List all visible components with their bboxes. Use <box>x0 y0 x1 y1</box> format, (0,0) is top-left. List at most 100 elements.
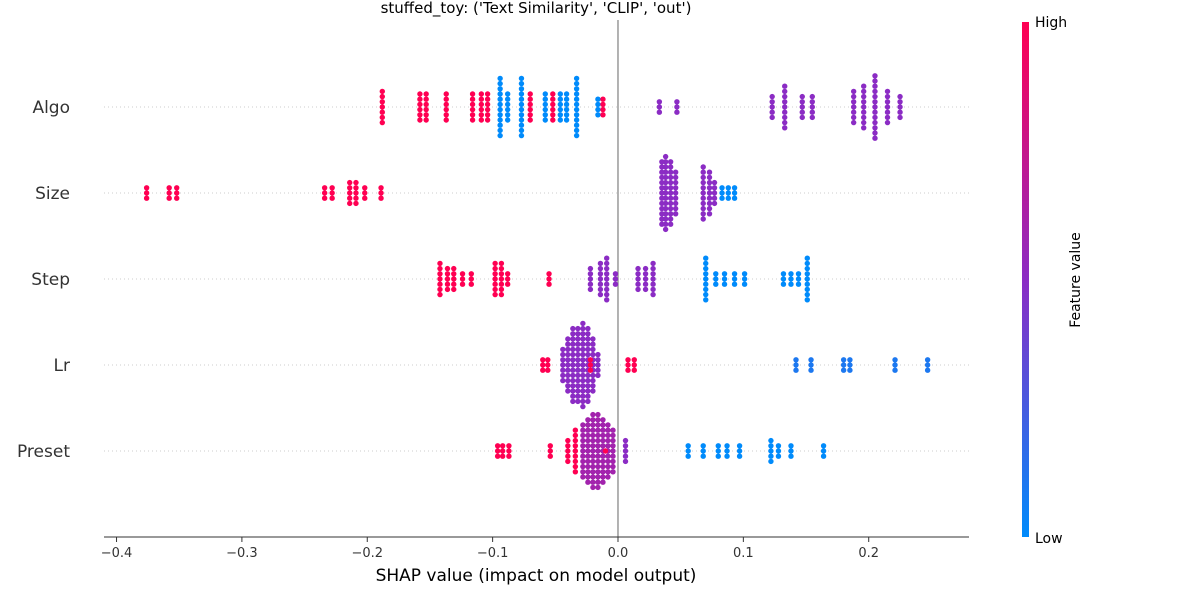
data-point-preset <box>572 443 579 449</box>
data-point-step <box>597 291 604 298</box>
data-point-algo <box>423 117 429 123</box>
data-point-size <box>347 179 353 186</box>
data-point-step <box>498 260 505 267</box>
data-point-algo <box>573 117 580 123</box>
data-point-algo <box>850 99 857 105</box>
data-point-algo <box>799 93 805 100</box>
data-point-lr <box>565 351 571 358</box>
data-point-size <box>706 211 713 217</box>
data-point-algo <box>527 91 533 97</box>
data-point-preset <box>590 484 596 491</box>
data-point-size <box>672 211 679 217</box>
data-point-lr <box>565 367 571 373</box>
data-point-algo <box>443 106 449 113</box>
data-point-size <box>329 185 335 191</box>
data-point-step <box>468 281 475 287</box>
data-point-preset <box>775 443 782 449</box>
data-point-algo <box>884 99 891 105</box>
data-point-algo <box>484 112 491 118</box>
data-point-preset <box>590 463 596 470</box>
data-point-algo <box>563 91 570 97</box>
data-point-algo <box>504 96 511 102</box>
colorbar <box>1022 22 1029 537</box>
data-point-algo <box>861 83 867 89</box>
data-point-lr <box>590 388 596 394</box>
data-point-size <box>667 216 674 222</box>
data-point-size <box>174 185 180 191</box>
data-point-lr <box>585 331 591 337</box>
data-point-algo <box>872 99 878 105</box>
data-point-step <box>604 265 610 272</box>
data-point-preset <box>736 443 743 449</box>
data-point-algo <box>782 83 788 89</box>
data-point-size <box>667 205 674 212</box>
data-point-lr <box>575 346 581 353</box>
data-point-algo <box>557 117 564 123</box>
data-point-algo <box>809 99 815 105</box>
data-point-preset <box>775 448 782 454</box>
data-point-step <box>650 286 656 293</box>
data-point-step <box>741 271 748 277</box>
data-point-algo <box>497 91 503 97</box>
data-point-size <box>672 174 679 181</box>
data-point-lr <box>631 357 637 363</box>
data-point-algo <box>809 114 815 121</box>
data-point-lr <box>892 357 898 363</box>
data-point-preset <box>590 458 596 465</box>
data-point-algo <box>423 106 429 113</box>
data-point-size <box>725 195 731 201</box>
data-point-preset <box>820 453 827 459</box>
data-point-step <box>498 276 505 282</box>
data-point-preset <box>600 417 606 423</box>
data-point-lr <box>847 367 853 373</box>
data-point-size <box>662 179 669 186</box>
data-point-size <box>659 159 665 165</box>
data-point-lr <box>625 367 631 373</box>
data-point-algo <box>884 88 891 95</box>
data-point-step <box>604 297 610 303</box>
data-point-size <box>321 195 328 201</box>
data-point-lr <box>625 362 631 368</box>
data-point-algo <box>469 117 476 123</box>
data-point-preset <box>585 479 591 485</box>
data-point-lr <box>545 357 551 363</box>
data-point-preset <box>572 427 579 433</box>
data-point-lr <box>575 341 581 347</box>
data-point-size <box>662 169 669 175</box>
data-point-step <box>587 281 594 287</box>
data-point-algo <box>872 114 878 121</box>
data-point-preset <box>610 458 616 465</box>
data-point-algo <box>573 132 580 139</box>
data-point-preset <box>572 463 579 470</box>
data-point-algo <box>769 109 775 115</box>
data-point-algo <box>417 91 423 97</box>
data-point-preset <box>605 463 611 470</box>
data-point-algo <box>497 112 503 118</box>
data-point-lr <box>570 357 576 363</box>
data-point-preset <box>572 458 579 465</box>
data-point-lr <box>840 367 847 373</box>
data-point-lr <box>575 398 581 405</box>
data-point-lr <box>793 362 799 368</box>
data-point-preset <box>602 448 609 454</box>
data-point-preset <box>565 453 571 459</box>
data-point-lr <box>565 357 571 363</box>
data-point-algo <box>573 127 580 134</box>
data-point-lr <box>560 362 566 368</box>
data-point-lr <box>575 336 581 342</box>
data-point-size <box>659 174 665 181</box>
data-point-size <box>662 164 669 170</box>
data-point-step <box>788 281 794 287</box>
data-point-algo <box>550 106 556 113</box>
data-point-size <box>166 190 172 196</box>
data-point-algo <box>573 106 580 113</box>
data-point-algo <box>518 117 525 123</box>
data-point-algo <box>527 96 533 102</box>
data-point-size <box>378 190 384 196</box>
data-point-step <box>587 286 594 293</box>
data-point-algo <box>423 112 429 118</box>
data-point-algo <box>527 117 533 123</box>
data-point-size <box>321 185 328 191</box>
data-point-algo <box>518 80 525 87</box>
data-point-size <box>143 185 150 191</box>
